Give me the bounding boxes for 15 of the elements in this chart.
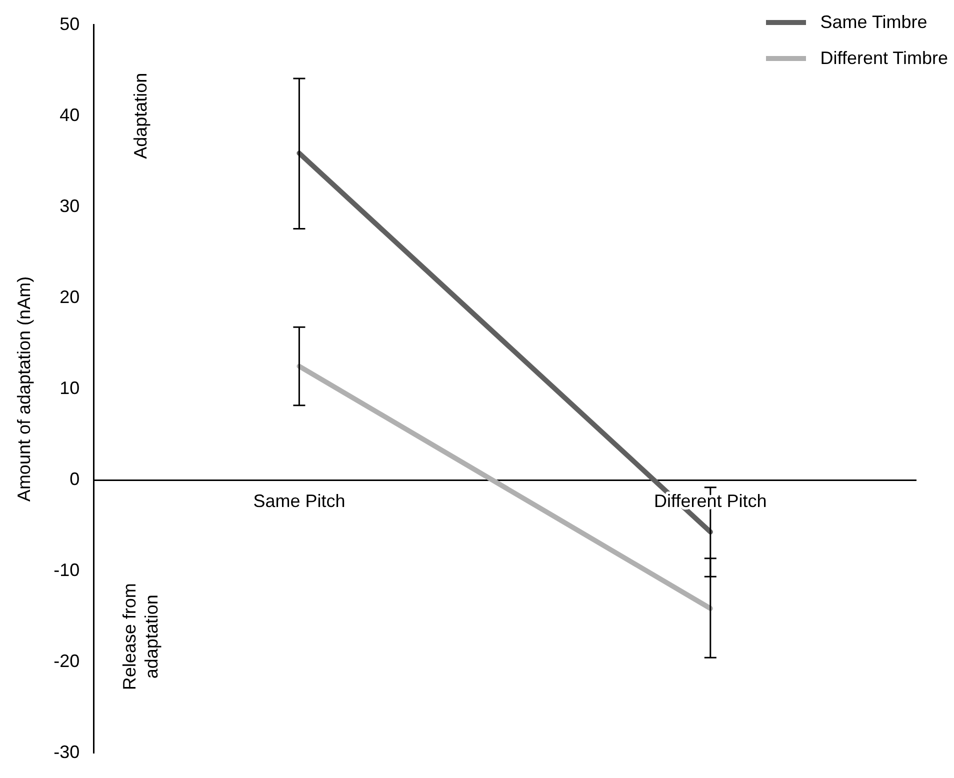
- y-tick-label: 40: [60, 104, 80, 125]
- y-axis-title: Amount of adaptation (nAm): [14, 276, 34, 502]
- y-tick-label: -10: [54, 560, 80, 580]
- y-tick-label: 0: [70, 469, 80, 490]
- y-tick-label: 30: [60, 196, 80, 216]
- x-tick-label: Same Pitch: [253, 491, 346, 512]
- y-tick-label: -30: [54, 742, 80, 762]
- annotation: Release from adaptation: [120, 583, 162, 690]
- y-tick-label: 20: [60, 286, 80, 307]
- legend-label: Different Timbre: [820, 48, 948, 68]
- y-tick-label: 50: [60, 14, 80, 34]
- legend-label: Same Timbre: [820, 12, 928, 32]
- y-tick-label: 10: [60, 378, 80, 398]
- y-tick-label: -20: [54, 651, 80, 672]
- annotation: Adaptation: [130, 72, 151, 159]
